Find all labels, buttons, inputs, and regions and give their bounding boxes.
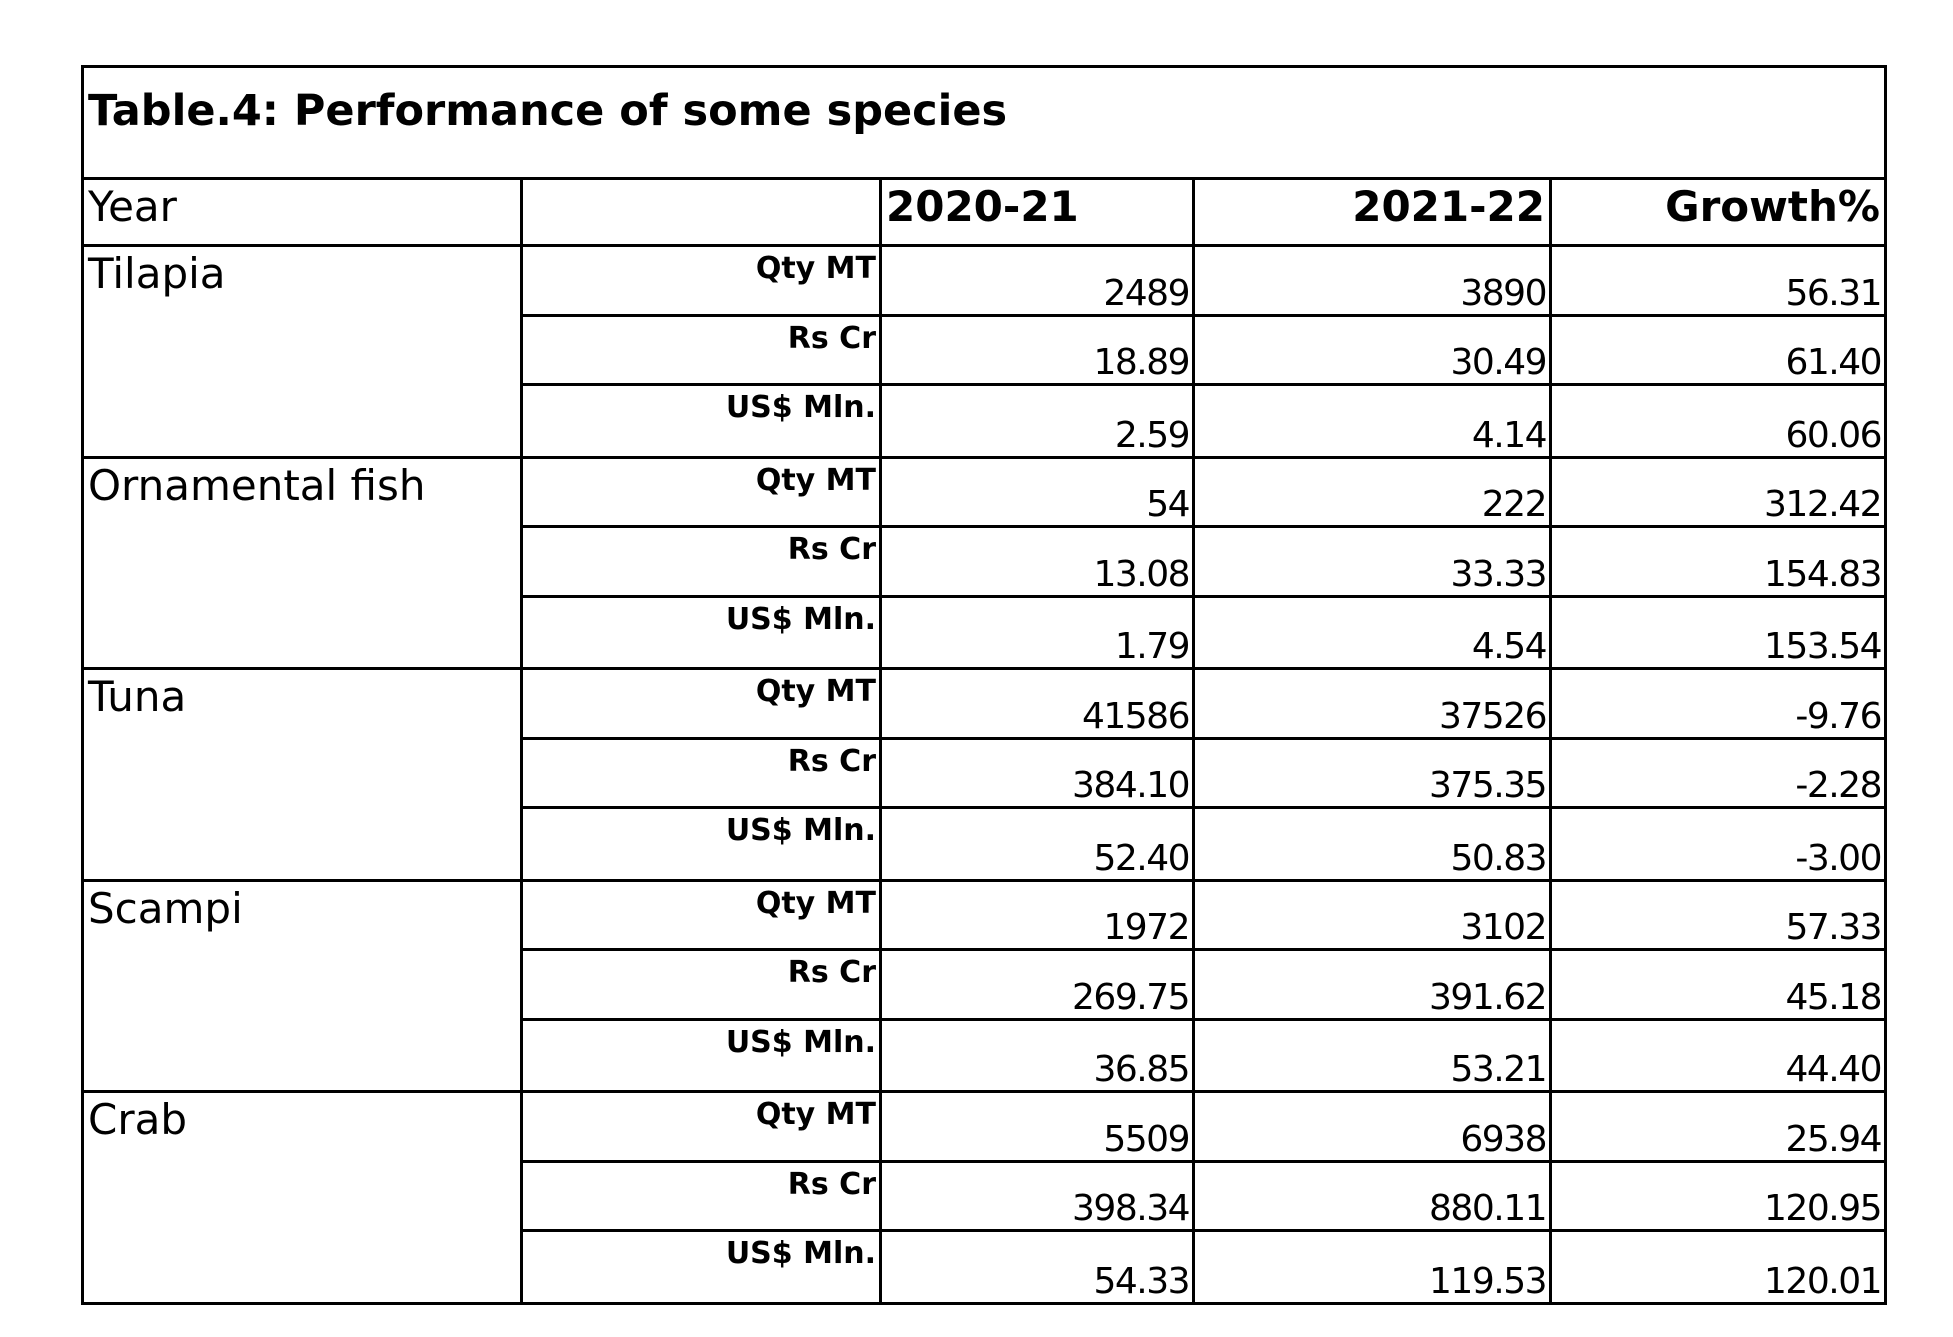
value-2020-21: 1.79 xyxy=(882,597,1195,667)
value-2021-22: 375.35 xyxy=(1195,739,1552,806)
species-name: Scampi xyxy=(84,881,523,1090)
value-2020-21: 36.85 xyxy=(882,1020,1195,1090)
table-title: Table.4: Performance of some species xyxy=(84,68,1884,180)
value-2021-22: 30.49 xyxy=(1195,316,1552,383)
value-growth: 120.01 xyxy=(1764,1260,1882,1302)
value-2020-21: 1972 xyxy=(882,881,1195,948)
species-group: Tilapia Qty MT 2489 3890 56.31 Rs Cr 18.… xyxy=(84,247,1884,459)
value-growth: -2.28 xyxy=(1795,765,1882,806)
value-growth: 45.18 xyxy=(1785,976,1882,1018)
unit-label: Rs Cr xyxy=(523,951,882,1018)
value-growth: 154.83 xyxy=(1764,553,1882,595)
table-row: US$ Mln. 2.59 4.14 60.06 xyxy=(523,386,1884,456)
value-2021-22: 37526 xyxy=(1195,670,1552,737)
table-row: US$ Mln. 52.40 50.83 -3.00 xyxy=(523,809,1884,879)
value-growth: 56.31 xyxy=(1785,272,1882,314)
value-2020-21: 18.89 xyxy=(882,316,1195,383)
value-2021-22: 4.54 xyxy=(1195,597,1552,667)
header-2020-21: 2020-21 xyxy=(882,180,1195,244)
table-row: Rs Cr 398.34 880.11 120.95 xyxy=(523,1162,1884,1232)
value-2020-21: 13.08 xyxy=(882,528,1195,595)
value-2021-22: 391.62 xyxy=(1195,951,1552,1018)
unit-label: Qty MT xyxy=(523,1093,882,1160)
species-group: Scampi Qty MT 1972 3102 57.33 Rs Cr 269.… xyxy=(84,881,1884,1093)
unit-label: Rs Cr xyxy=(523,316,882,383)
value-growth: -9.76 xyxy=(1795,695,1882,737)
value-growth: 57.33 xyxy=(1785,907,1882,948)
value-2021-22: 119.53 xyxy=(1195,1232,1552,1302)
unit-label: Qty MT xyxy=(523,458,882,525)
unit-label: Qty MT xyxy=(523,670,882,737)
value-2020-21: 384.10 xyxy=(882,739,1195,806)
value-growth: 61.40 xyxy=(1785,342,1882,383)
header-year: Year xyxy=(84,180,523,244)
species-performance-table: Table.4: Performance of some species Yea… xyxy=(81,65,1887,1305)
species-name: Crab xyxy=(84,1093,523,1302)
unit-label: Qty MT xyxy=(523,881,882,948)
header-2021-22: 2021-22 xyxy=(1195,180,1552,244)
value-growth: 312.42 xyxy=(1764,484,1882,525)
value-growth: 44.40 xyxy=(1785,1049,1882,1090)
value-growth: 153.54 xyxy=(1764,626,1882,667)
unit-label: Rs Cr xyxy=(523,1162,882,1229)
header-unit xyxy=(523,180,882,244)
table-row: Rs Cr 269.75 391.62 45.18 xyxy=(523,951,1884,1021)
value-2021-22: 6938 xyxy=(1195,1093,1552,1160)
table-row: US$ Mln. 36.85 53.21 44.40 xyxy=(523,1020,1884,1090)
species-name: Tuna xyxy=(84,670,523,879)
species-group: Ornamental fish Qty MT 54 222 312.42 Rs … xyxy=(84,458,1884,670)
species-name: Ornamental fish xyxy=(84,458,523,667)
species-group: Tuna Qty MT 41586 37526 -9.76 Rs Cr 384.… xyxy=(84,670,1884,882)
unit-label: Qty MT xyxy=(523,247,882,314)
header-row: Year 2020-21 2021-22 Growth% xyxy=(84,180,1884,247)
unit-label: US$ Mln. xyxy=(523,386,882,456)
table-row: US$ Mln. 1.79 4.54 153.54 xyxy=(523,597,1884,667)
unit-label: Rs Cr xyxy=(523,739,882,806)
value-2020-21: 269.75 xyxy=(882,951,1195,1018)
header-growth: Growth% xyxy=(1665,182,1880,231)
value-2021-22: 53.21 xyxy=(1195,1020,1552,1090)
value-2021-22: 3890 xyxy=(1195,247,1552,314)
table-row: Qty MT 5509 6938 25.94 xyxy=(523,1093,1884,1163)
value-2020-21: 52.40 xyxy=(882,809,1195,879)
table-row: Rs Cr 384.10 375.35 -2.28 xyxy=(523,739,1884,809)
value-2020-21: 5509 xyxy=(882,1093,1195,1160)
value-growth: -3.00 xyxy=(1795,837,1882,879)
value-growth: 60.06 xyxy=(1785,414,1882,456)
unit-label: US$ Mln. xyxy=(523,1020,882,1090)
value-2020-21: 398.34 xyxy=(882,1162,1195,1229)
unit-label: US$ Mln. xyxy=(523,1232,882,1302)
species-group: Crab Qty MT 5509 6938 25.94 Rs Cr 398.34… xyxy=(84,1093,1884,1302)
value-2021-22: 33.33 xyxy=(1195,528,1552,595)
unit-label: Rs Cr xyxy=(523,528,882,595)
value-2021-22: 3102 xyxy=(1195,881,1552,948)
value-2021-22: 880.11 xyxy=(1195,1162,1552,1229)
table-row: Rs Cr 13.08 33.33 154.83 xyxy=(523,528,1884,598)
value-2020-21: 54.33 xyxy=(882,1232,1195,1302)
value-2021-22: 222 xyxy=(1195,458,1552,525)
value-2020-21: 2.59 xyxy=(882,386,1195,456)
species-name: Tilapia xyxy=(84,247,523,456)
table-row: Qty MT 1972 3102 57.33 xyxy=(523,881,1884,951)
table-row: Rs Cr 18.89 30.49 61.40 xyxy=(523,316,1884,386)
table-row: US$ Mln. 54.33 119.53 120.01 xyxy=(523,1232,1884,1302)
table-row: Qty MT 2489 3890 56.31 xyxy=(523,247,1884,317)
table-row: Qty MT 54 222 312.42 xyxy=(523,458,1884,528)
value-growth: 120.95 xyxy=(1764,1188,1882,1229)
value-2020-21: 54 xyxy=(882,458,1195,525)
value-2021-22: 4.14 xyxy=(1195,386,1552,456)
value-2020-21: 2489 xyxy=(882,247,1195,314)
table-row: Qty MT 41586 37526 -9.76 xyxy=(523,670,1884,740)
value-2020-21: 41586 xyxy=(882,670,1195,737)
unit-label: US$ Mln. xyxy=(523,597,882,667)
value-2021-22: 50.83 xyxy=(1195,809,1552,879)
unit-label: US$ Mln. xyxy=(523,809,882,879)
value-growth: 25.94 xyxy=(1785,1118,1882,1160)
